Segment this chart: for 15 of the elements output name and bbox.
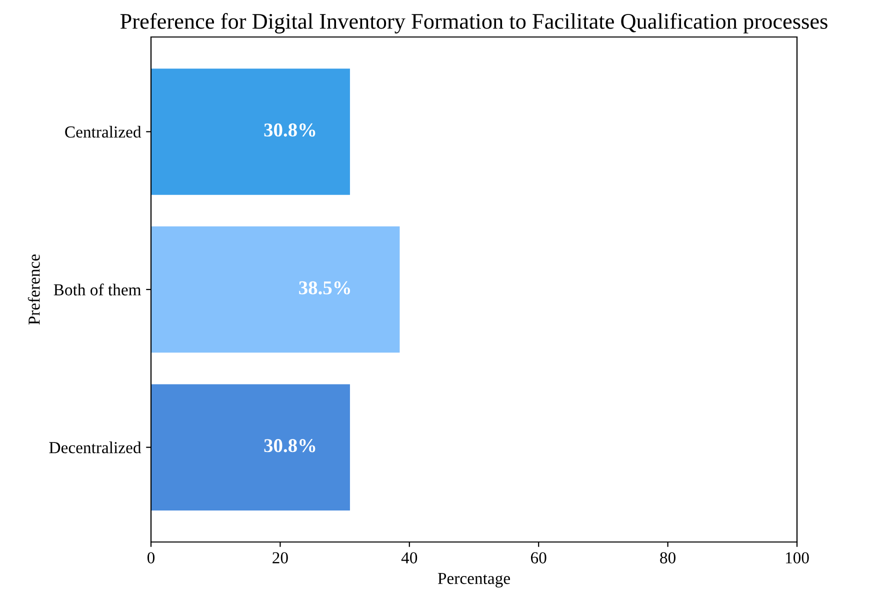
data-label: 30.8%	[264, 123, 316, 137]
chart-title: Preference for Digital Inventory Formation to Facilitate Qualification processes	[120, 13, 828, 34]
y-tick-label: Centralized	[65, 126, 142, 138]
data-label: 38.5%	[299, 281, 350, 294]
data-label: 30.8%	[264, 439, 316, 452]
x-tick-label: 80	[660, 552, 676, 564]
x-tick-label: 40	[401, 552, 418, 564]
y-tick-label: Decentralized	[49, 442, 142, 454]
x-axis-title: Percentage	[438, 572, 510, 588]
y-axis-title: Preference	[28, 254, 40, 325]
y-tick-label: Both of them	[54, 284, 142, 296]
x-tick-label: 100	[786, 552, 809, 564]
x-tick-label: 0	[147, 552, 155, 564]
x-tick-label: 20	[272, 552, 288, 564]
x-tick-label: 60	[530, 552, 546, 564]
